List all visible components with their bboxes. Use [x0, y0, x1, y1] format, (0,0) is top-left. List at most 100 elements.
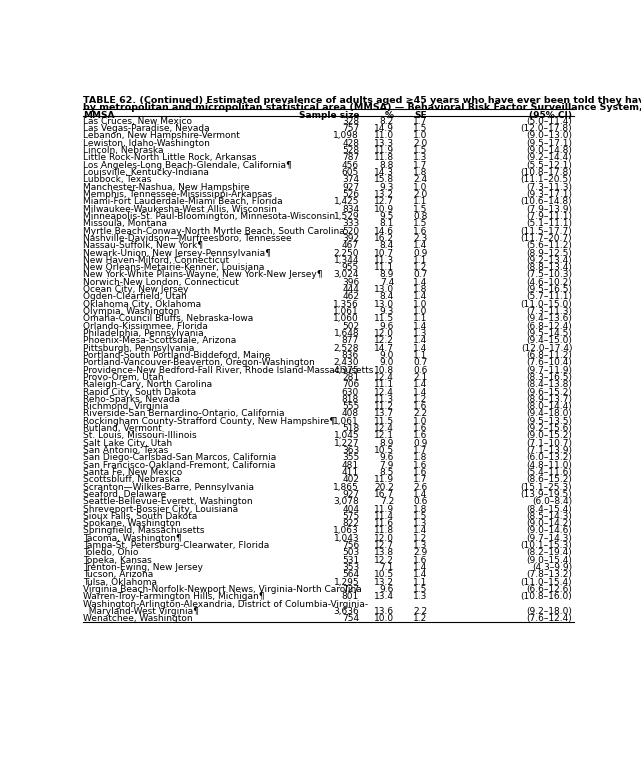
Text: 1.5: 1.5: [413, 205, 428, 213]
Text: (11.0–15.4): (11.0–15.4): [520, 578, 572, 587]
Text: (12.0–17.8): (12.0–17.8): [520, 124, 572, 133]
Text: 355: 355: [342, 453, 359, 463]
Text: 1.7: 1.7: [413, 475, 428, 485]
Text: 12.1: 12.1: [374, 431, 394, 440]
Text: 1,648: 1,648: [333, 329, 359, 338]
Text: 528: 528: [342, 146, 359, 155]
Text: Topeka, Kansas: Topeka, Kansas: [83, 555, 152, 565]
Text: 9.0: 9.0: [379, 358, 394, 367]
Text: 16.2: 16.2: [374, 234, 394, 243]
Text: 1.4: 1.4: [413, 278, 428, 287]
Text: 706: 706: [342, 380, 359, 389]
Text: New Orleans-Metairie-Kenner, Louisiana: New Orleans-Metairie-Kenner, Louisiana: [83, 263, 265, 272]
Text: 396: 396: [342, 278, 359, 287]
Text: 11.8: 11.8: [374, 153, 394, 162]
Text: 1,425: 1,425: [333, 197, 359, 207]
Text: Tucson, Arizona: Tucson, Arizona: [83, 571, 153, 579]
Text: New York-White Plains-Wayne, New York-New Jersey¶: New York-White Plains-Wayne, New York-Ne…: [83, 271, 323, 280]
Text: 13.8: 13.8: [374, 549, 394, 558]
Text: Little Rock-North Little Rock, Arkansas: Little Rock-North Little Rock, Arkansas: [83, 153, 256, 162]
Text: (7.5–10.3): (7.5–10.3): [526, 271, 572, 280]
Text: 9.6: 9.6: [379, 322, 394, 331]
Text: (8.9–12.5): (8.9–12.5): [526, 248, 572, 258]
Text: 1.2: 1.2: [413, 263, 428, 272]
Text: New Haven-Milford, Connecticut: New Haven-Milford, Connecticut: [83, 256, 229, 265]
Text: 727: 727: [342, 585, 359, 594]
Text: 10.5: 10.5: [374, 571, 394, 579]
Text: 756: 756: [342, 541, 359, 550]
Text: St. Louis, Missouri-Illinois: St. Louis, Missouri-Illinois: [83, 431, 197, 440]
Text: (9.4–15.0): (9.4–15.0): [526, 336, 572, 345]
Text: (8.6–15.2): (8.6–15.2): [526, 475, 572, 485]
Text: 1,063: 1,063: [333, 527, 359, 536]
Text: 11.1: 11.1: [374, 263, 394, 272]
Text: 12.2: 12.2: [374, 336, 394, 345]
Text: Las Cruces, New Mexico: Las Cruces, New Mexico: [83, 117, 192, 126]
Text: 8.5: 8.5: [379, 468, 394, 477]
Text: (6.6–12.6): (6.6–12.6): [526, 585, 572, 594]
Text: 1,295: 1,295: [333, 578, 359, 587]
Text: 12.4: 12.4: [374, 424, 394, 433]
Text: 2,528: 2,528: [333, 344, 359, 353]
Text: (7.9–13.9): (7.9–13.9): [526, 205, 572, 213]
Text: 2.3: 2.3: [413, 234, 428, 243]
Text: 13.6: 13.6: [374, 607, 394, 616]
Text: Lewiston, Idaho-Washington: Lewiston, Idaho-Washington: [83, 139, 210, 148]
Text: 8.4: 8.4: [379, 242, 394, 250]
Text: 1.4: 1.4: [413, 242, 428, 250]
Text: 13.0: 13.0: [374, 285, 394, 294]
Text: 8.8: 8.8: [379, 161, 394, 170]
Text: (8.4–15.4): (8.4–15.4): [526, 504, 572, 514]
Text: (6.8–12.4): (6.8–12.4): [526, 322, 572, 331]
Text: 1.8: 1.8: [413, 285, 428, 294]
Text: 10.5: 10.5: [374, 446, 394, 455]
Text: 531: 531: [342, 555, 359, 565]
Text: 0.9: 0.9: [413, 248, 428, 258]
Text: 0.6: 0.6: [413, 366, 428, 375]
Text: (9.6–15.2): (9.6–15.2): [526, 388, 572, 396]
Text: 1.3: 1.3: [413, 541, 428, 550]
Text: 1.0: 1.0: [413, 132, 428, 140]
Text: 1.7: 1.7: [413, 117, 428, 126]
Text: Norwich-New London, Connecticut: Norwich-New London, Connecticut: [83, 278, 239, 287]
Text: 1.8: 1.8: [413, 453, 428, 463]
Text: Nassau-Suffolk, New York¶: Nassau-Suffolk, New York¶: [83, 242, 203, 250]
Text: Manchester-Nashua, New Hampshire: Manchester-Nashua, New Hampshire: [83, 183, 250, 192]
Text: 1.1: 1.1: [413, 256, 428, 265]
Text: 1,043: 1,043: [333, 534, 359, 543]
Text: 1.1: 1.1: [413, 315, 428, 323]
Text: Virginia Beach-Norfolk-Newport News, Virginia-North Carolina: Virginia Beach-Norfolk-Newport News, Vir…: [83, 585, 362, 594]
Text: (11.7–20.7): (11.7–20.7): [520, 234, 572, 243]
Text: 1.8: 1.8: [413, 168, 428, 177]
Text: Rutland, Vermont: Rutland, Vermont: [83, 424, 162, 433]
Text: (8.4–13.8): (8.4–13.8): [526, 380, 572, 389]
Text: Wenatchee, Washington: Wenatchee, Washington: [83, 614, 193, 623]
Text: (9.2–15.6): (9.2–15.6): [526, 424, 572, 433]
Text: 11.9: 11.9: [374, 146, 394, 155]
Text: Providence-New Bedford-Fall River, Rhode Island-Massachusetts: Providence-New Bedford-Fall River, Rhode…: [83, 366, 374, 375]
Text: (9.0–13.0): (9.0–13.0): [526, 132, 572, 140]
Text: 787: 787: [342, 153, 359, 162]
Text: 0.9: 0.9: [413, 439, 428, 448]
Text: 1.4: 1.4: [413, 388, 428, 396]
Text: (13.9–19.5): (13.9–19.5): [520, 490, 572, 499]
Text: 408: 408: [342, 409, 359, 418]
Text: 13.2: 13.2: [374, 190, 394, 199]
Text: 8.2: 8.2: [379, 117, 394, 126]
Text: (8.9–13.7): (8.9–13.7): [526, 395, 572, 404]
Text: (8.8–13.4): (8.8–13.4): [526, 263, 572, 272]
Text: 14.6: 14.6: [374, 226, 394, 235]
Text: Milwaukee-Waukesha-West Allis, Wisconsin: Milwaukee-Waukesha-West Allis, Wisconsin: [83, 205, 277, 213]
Text: 564: 564: [342, 571, 359, 579]
Text: 1.1: 1.1: [413, 351, 428, 360]
Text: Trenton-Ewing, New Jersey: Trenton-Ewing, New Jersey: [83, 563, 203, 572]
Text: 1.4: 1.4: [413, 571, 428, 579]
Text: 2,430: 2,430: [333, 358, 359, 367]
Text: Warren-Troy-Farmington Hills, Michigan¶: Warren-Troy-Farmington Hills, Michigan¶: [83, 592, 265, 601]
Text: 1.3: 1.3: [413, 329, 428, 338]
Text: 801: 801: [342, 592, 359, 601]
Text: Reno-Sparks, Nevada: Reno-Sparks, Nevada: [83, 395, 180, 404]
Text: 927: 927: [342, 490, 359, 499]
Text: 822: 822: [342, 519, 359, 528]
Text: 3,636: 3,636: [333, 607, 359, 616]
